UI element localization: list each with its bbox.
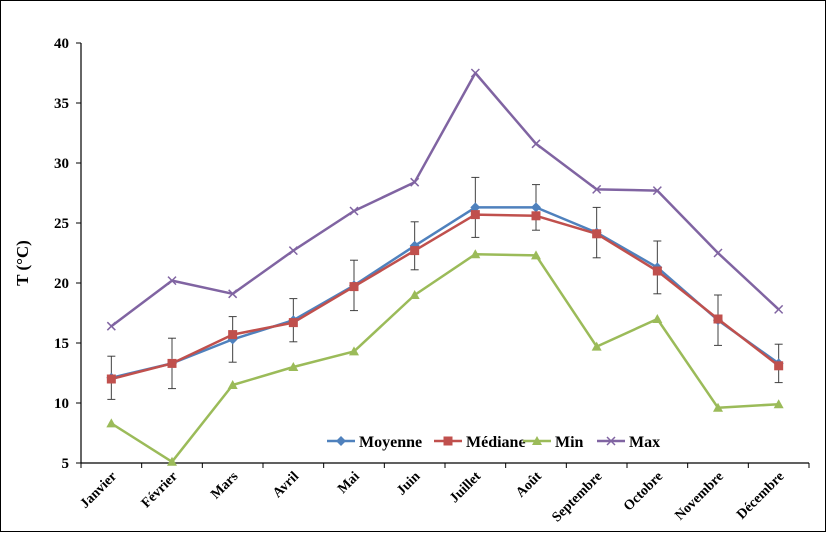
min-point bbox=[288, 362, 299, 371]
legend-moyenne-point bbox=[336, 436, 346, 446]
mediane-point bbox=[531, 211, 541, 221]
x-marker-stroke bbox=[592, 184, 602, 194]
x-marker-stroke bbox=[531, 139, 541, 149]
x-tick-label: Février bbox=[139, 469, 181, 511]
legend-label-max: Max bbox=[629, 434, 660, 451]
x-tick-label: Mars bbox=[208, 469, 242, 503]
y-tick-label: 40 bbox=[54, 36, 69, 52]
tick-labels: 5 10 15 20 25 30 35 40 Janvier Février Mars Avril Ma… bbox=[54, 36, 787, 525]
max-point bbox=[228, 289, 238, 299]
y-axis-title: T (°C) bbox=[13, 240, 32, 286]
mediane-point bbox=[228, 330, 238, 340]
mediane-point bbox=[652, 266, 662, 276]
y-tick-label: 20 bbox=[54, 276, 69, 292]
x-marker-stroke bbox=[167, 276, 177, 286]
legend-label-mediane: Médiane bbox=[466, 434, 526, 451]
x-marker-stroke bbox=[652, 186, 662, 196]
x-marker-stroke bbox=[228, 289, 238, 299]
max-point bbox=[288, 246, 298, 256]
series-markers bbox=[106, 68, 784, 466]
min-point bbox=[349, 346, 359, 356]
x-marker-stroke bbox=[606, 436, 616, 446]
min-point bbox=[652, 314, 663, 323]
x-tick-label: Avril bbox=[270, 469, 302, 501]
x-tick-label: Juillet bbox=[447, 469, 484, 506]
x-marker-stroke bbox=[106, 321, 116, 331]
mediane-point bbox=[410, 246, 420, 256]
x-marker-stroke bbox=[410, 177, 420, 187]
x-marker-stroke bbox=[349, 206, 359, 216]
max-point bbox=[592, 184, 602, 194]
max-point bbox=[106, 321, 116, 331]
mediane-point bbox=[774, 361, 784, 371]
max-point bbox=[349, 206, 359, 216]
axes bbox=[76, 42, 810, 468]
y-tick-label: 10 bbox=[54, 396, 69, 412]
min-point bbox=[227, 380, 238, 389]
min-line bbox=[110, 252, 779, 464]
x-marker-stroke bbox=[774, 304, 784, 314]
legend-mediane-point bbox=[443, 436, 453, 446]
series-lines bbox=[110, 71, 780, 464]
max-point bbox=[167, 276, 177, 286]
mediane-line bbox=[111, 213, 780, 381]
max-point bbox=[652, 186, 662, 196]
x-tick-label: Janvier bbox=[78, 469, 121, 512]
moyenne-line bbox=[111, 206, 780, 380]
min-point bbox=[106, 418, 117, 428]
min-point bbox=[531, 250, 541, 260]
min-point bbox=[773, 399, 784, 409]
mediane-point bbox=[713, 314, 723, 324]
x-marker-stroke bbox=[470, 68, 480, 78]
y-tick-label: 5 bbox=[62, 456, 70, 472]
legend-min-point bbox=[532, 436, 542, 445]
min-point bbox=[470, 249, 481, 259]
x-tick-label: Septembre bbox=[549, 469, 605, 525]
x-tick-label: Juin bbox=[394, 469, 423, 498]
mediane-point bbox=[592, 229, 602, 239]
moyenne-point bbox=[531, 202, 541, 213]
mediane-point bbox=[349, 282, 359, 292]
min-point bbox=[409, 290, 420, 299]
max-point bbox=[531, 139, 541, 149]
y-tick-label: 30 bbox=[54, 156, 69, 172]
max-point bbox=[410, 177, 420, 187]
max-point bbox=[470, 68, 480, 78]
x-marker-stroke bbox=[713, 248, 723, 258]
moyenne-point bbox=[470, 202, 481, 213]
x-marker-stroke bbox=[288, 246, 298, 256]
max-point bbox=[774, 304, 784, 314]
y-tick-label: 35 bbox=[54, 96, 69, 112]
max-point bbox=[713, 248, 723, 258]
x-tick-label: Novembre bbox=[672, 469, 726, 523]
mediane-point bbox=[167, 358, 177, 368]
legend-label-min: Min bbox=[555, 434, 584, 451]
mediane-point bbox=[470, 210, 480, 220]
x-tick-label: Août bbox=[513, 469, 545, 501]
legend: Moyenne Médiane Min Max bbox=[327, 434, 660, 451]
x-tick-label: Décembre bbox=[734, 469, 787, 522]
y-tick-label: 25 bbox=[54, 216, 69, 232]
y-tick-label: 15 bbox=[54, 336, 69, 352]
x-tick-label: Mai bbox=[335, 469, 363, 497]
mediane-point bbox=[288, 318, 298, 328]
legend-label-moyenne: Moyenne bbox=[359, 434, 422, 451]
min-point bbox=[167, 456, 177, 466]
min-point bbox=[713, 402, 723, 412]
max-line bbox=[110, 71, 780, 328]
mediane-point bbox=[106, 374, 116, 384]
legend-max-point bbox=[606, 436, 616, 446]
x-tick-label: Octobre bbox=[621, 469, 666, 514]
min-point bbox=[591, 341, 602, 351]
